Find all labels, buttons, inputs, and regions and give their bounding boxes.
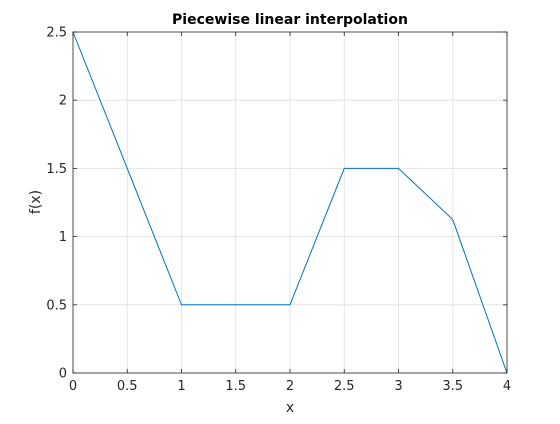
x-tick-label: 3	[394, 379, 402, 394]
y-tick-label: 1	[59, 230, 67, 245]
series-line	[72, 31, 508, 374]
y-tick-label: 0.5	[46, 298, 67, 313]
chart-title: Piecewise linear interpolation	[172, 12, 408, 28]
y-tick-label: 2	[59, 94, 67, 109]
tick-marks	[72, 31, 508, 374]
x-tick-label: 1.5	[225, 379, 246, 394]
series-layer	[72, 31, 508, 374]
x-tick-label: 0	[69, 379, 77, 394]
x-tick-label: 3.5	[442, 379, 463, 394]
x-tick-label: 1	[177, 379, 185, 394]
y-axis-label: f(x)	[28, 190, 44, 214]
y-tick-labels: 0 0.5 1 1.5 2 2.5	[46, 26, 67, 382]
x-tick-label: 0.5	[117, 379, 138, 394]
y-tick-label: 1.5	[46, 162, 67, 177]
x-tick-label: 4	[503, 379, 511, 394]
y-tick-label: 2.5	[46, 26, 67, 41]
x-tick-label: 2	[286, 379, 294, 394]
x-tick-label: 2.5	[334, 379, 355, 394]
x-tick-labels: 0 0.5 1 1.5 2 2.5 3 3.5 4	[69, 379, 511, 394]
x-axis-label: x	[286, 400, 294, 416]
y-tick-label: 0	[59, 367, 67, 382]
